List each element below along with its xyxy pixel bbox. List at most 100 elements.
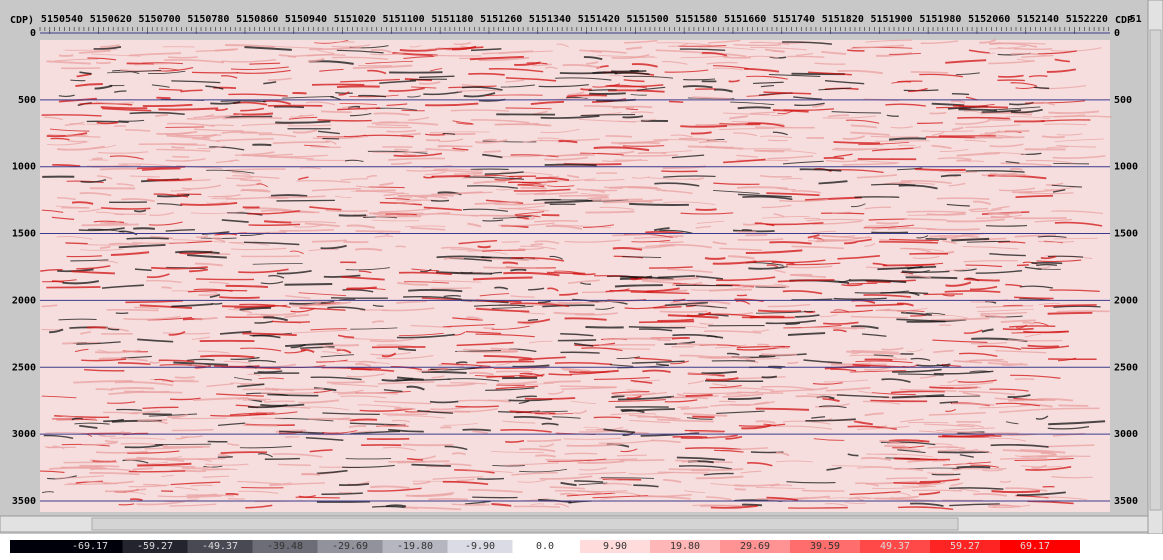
cdp-tick-label: 5151420: [578, 14, 620, 25]
seismic-reflector: [734, 45, 781, 46]
seismic-reflector: [677, 407, 689, 408]
seismic-reflector: [677, 344, 717, 345]
seismic-reflector: [311, 147, 341, 148]
seismic-reflector: [958, 109, 996, 110]
seismic-reflector: [96, 62, 111, 63]
seismic-reflector: [678, 46, 726, 47]
seismic-reflector: [276, 200, 334, 201]
seismic-reflector: [1058, 405, 1088, 406]
seismic-reflector: [742, 230, 752, 231]
seismic-reflector: [953, 468, 1007, 469]
seismic-reflector: [502, 242, 520, 243]
vertical-scroll-thumb[interactable]: [1150, 30, 1161, 510]
seismic-reflector: [669, 102, 683, 103]
seismic-reflector: [926, 396, 980, 397]
seismic-reflector: [906, 277, 958, 278]
seismic-reflector: [87, 327, 106, 328]
cdp-tick-label: 5151820: [822, 14, 864, 25]
seismic-reflector: [723, 57, 751, 58]
seismic-reflector: [756, 409, 809, 410]
seismic-reflector: [150, 362, 160, 363]
seismic-reflector: [309, 419, 352, 420]
seismic-reflector: [560, 352, 599, 353]
seismic-reflector: [52, 281, 64, 282]
depth-tick-label-right: 3000: [1114, 429, 1138, 440]
seismic-reflector: [804, 218, 820, 219]
seismic-reflector: [672, 338, 690, 339]
seismic-reflector: [521, 188, 547, 189]
cdp-tick-label: 5151340: [529, 14, 571, 25]
seismic-reflector: [875, 141, 929, 142]
seismic-reflector: [166, 458, 226, 459]
seismic-reflector: [1048, 313, 1093, 314]
seismic-reflector: [1014, 49, 1052, 50]
seismic-reflector: [161, 287, 171, 288]
seismic-reflector: [604, 339, 660, 340]
seismic-reflector: [791, 299, 832, 300]
seismic-reflector: [998, 131, 1029, 132]
seismic-reflector: [929, 113, 946, 114]
seismic-reflector: [192, 72, 238, 73]
cdp-tick-label: 5151580: [675, 14, 717, 25]
seismic-reflector: [274, 107, 304, 108]
seismic-reflector: [198, 294, 218, 295]
seismic-reflector: [455, 406, 498, 407]
cdp-tick-label: 5150940: [285, 14, 327, 25]
seismic-reflector: [249, 224, 301, 225]
seismic-reflector: [484, 151, 501, 152]
seismic-reflector: [96, 389, 113, 390]
seismic-reflector: [927, 229, 980, 230]
seismic-reflector: [912, 490, 962, 491]
seismic-reflector: [433, 55, 481, 56]
seismic-reflector: [337, 86, 380, 87]
page: CDP) CDP 5150540515062051507005150780515…: [0, 0, 1163, 556]
seismic-viewer: CDP) CDP 5150540515062051507005150780515…: [0, 0, 1163, 556]
cdp-tick-label: 5152060: [968, 14, 1010, 25]
seismic-reflector: [587, 198, 608, 199]
cdp-tick-label: 5150540: [41, 14, 83, 25]
seismic-reflector: [171, 147, 184, 148]
seismic-reflector: [559, 196, 608, 197]
seismic-reflector: [335, 93, 353, 94]
cdp-tick-label: 5150620: [90, 14, 132, 25]
seismic-reflector: [156, 98, 170, 99]
colorbar-label: 69.17: [1020, 541, 1050, 552]
depth-tick-label-left: 2000: [12, 295, 36, 306]
seismic-reflector: [463, 429, 491, 430]
seismic-reflector: [396, 246, 406, 247]
seismic-reflector: [606, 136, 632, 137]
seismic-reflector: [219, 297, 259, 298]
seismic-reflector: [1054, 238, 1098, 239]
seismic-reflector: [1011, 54, 1046, 55]
seismic-reflector: [673, 437, 708, 438]
horizontal-scroll-thumb[interactable]: [92, 518, 958, 530]
seismic-reflector: [548, 374, 571, 375]
depth-tick-label-left: 3500: [12, 496, 36, 507]
seismic-reflector: [221, 452, 267, 453]
seismic-reflector: [422, 372, 467, 373]
seismic-reflector: [680, 126, 727, 127]
seismic-reflector: [175, 135, 221, 136]
seismic-reflector: [226, 494, 239, 495]
seismic-reflector: [127, 238, 169, 239]
seismic-reflector: [168, 57, 197, 58]
seismic-reflector: [344, 242, 369, 243]
seismic-reflector: [993, 506, 1021, 507]
seismic-reflector: [130, 499, 142, 500]
seismic-reflector: [105, 441, 118, 442]
seismic-reflector: [834, 148, 889, 149]
cdp-tick-label: 5152220: [1066, 14, 1108, 25]
seismic-reflector: [100, 169, 138, 170]
depth-tick-label-left: 0: [30, 28, 36, 39]
seismic-reflector: [573, 274, 596, 275]
seismic-reflector: [429, 499, 468, 500]
cdp-tick-label: 5150860: [236, 14, 278, 25]
seismic-reflector: [46, 287, 100, 288]
seismic-reflector: [957, 467, 991, 468]
seismic-reflector: [629, 204, 689, 205]
seismic-reflector: [669, 469, 710, 470]
seismic-reflector: [472, 497, 517, 498]
seismic-reflector: [1042, 136, 1065, 137]
seismic-reflector: [92, 158, 102, 159]
seismic-reflector: [326, 210, 368, 211]
